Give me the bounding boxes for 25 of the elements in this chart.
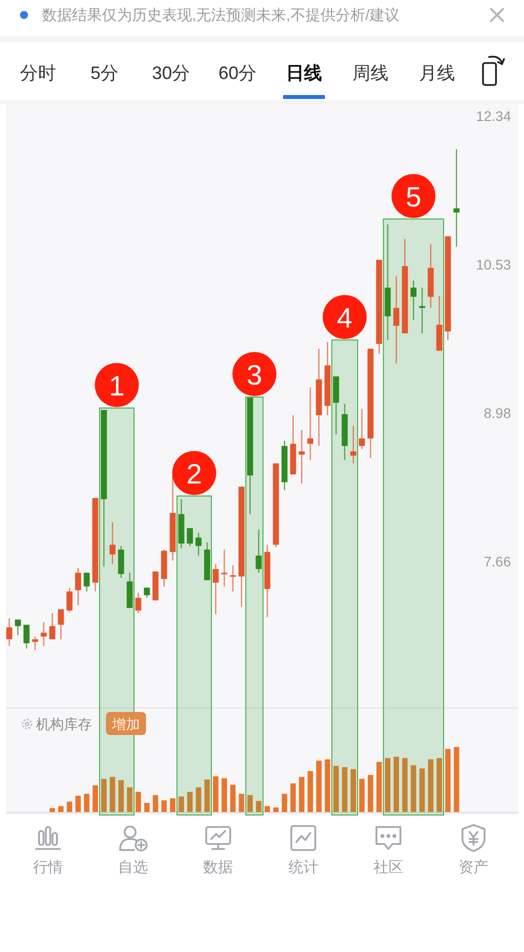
nav-label: 数据 — [203, 859, 234, 876]
badge-text: 增加 — [112, 716, 140, 732]
tab-label: 月线 — [419, 63, 455, 83]
y-tick-label: 7.66 — [484, 554, 511, 570]
number-label: 4 — [336, 302, 352, 334]
nav-label: 自选 — [118, 859, 148, 876]
tab-label: 30分 — [152, 63, 190, 83]
number-label: 1 — [109, 370, 125, 402]
tab-label: 5分 — [90, 63, 118, 83]
number-label: 2 — [186, 458, 202, 490]
y-tick-label: 8.98 — [484, 405, 511, 422]
number-label: 3 — [246, 360, 262, 390]
tab-label: 日线 — [286, 63, 322, 83]
tab-label: 60分 — [218, 63, 257, 83]
nav-label: 统计 — [288, 859, 318, 876]
y-tick-label: 12.34 — [476, 108, 511, 124]
y-tick-label: 10.53 — [476, 256, 511, 272]
nav-label: 行情 — [33, 859, 63, 876]
nav-label: 资产 — [458, 859, 488, 876]
panel-label: 机构库存 — [36, 716, 92, 732]
nav-label: 社区 — [373, 859, 404, 876]
notice: 数据结果仅为历史表现,无法预测未来,不提供分析/建议 — [42, 7, 400, 24]
tab-label: 周线 — [352, 63, 388, 83]
number-label: 5 — [406, 182, 422, 212]
tab-label: 分时 — [20, 63, 56, 83]
